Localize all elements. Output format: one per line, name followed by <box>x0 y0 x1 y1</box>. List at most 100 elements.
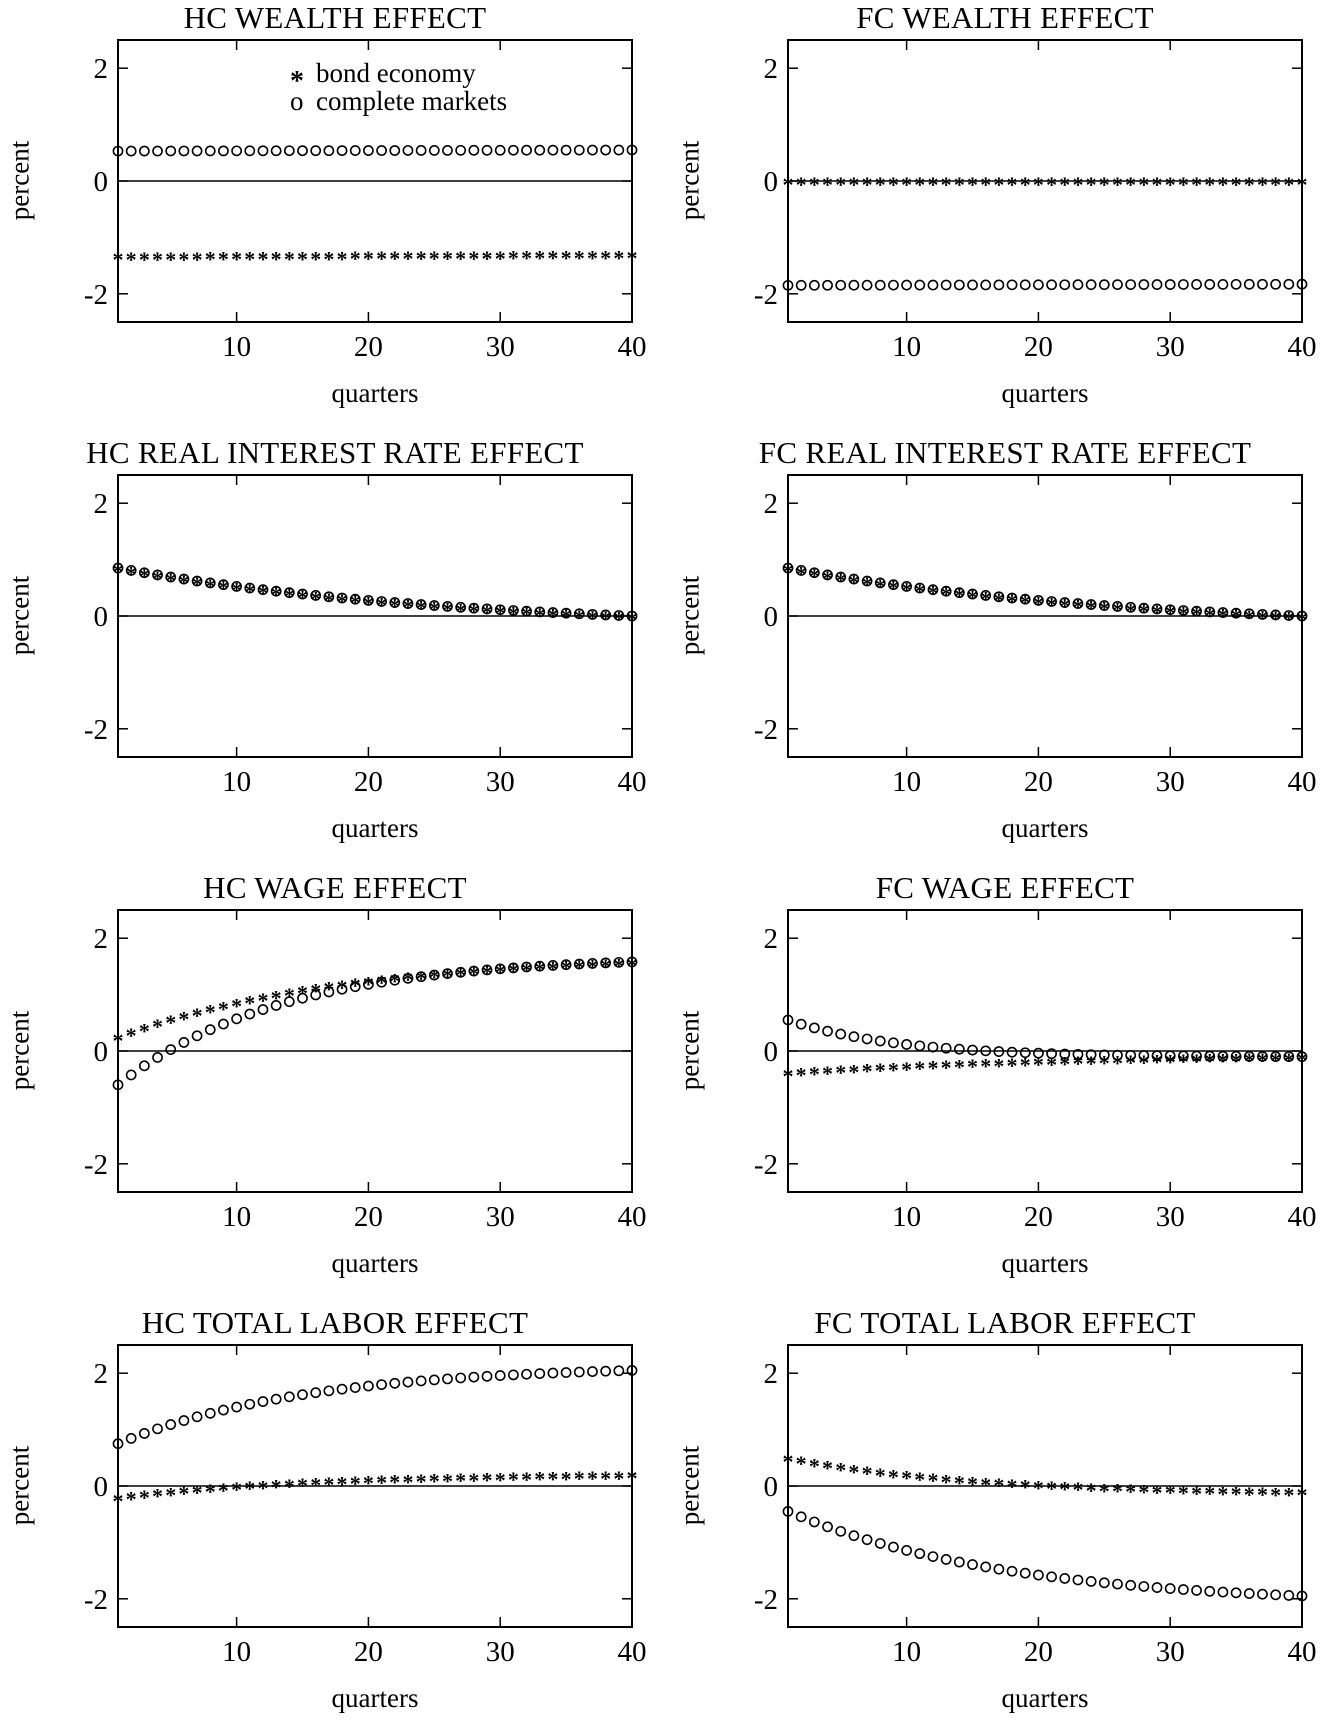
data-point-circle <box>165 1419 177 1430</box>
data-point-circle <box>1270 609 1282 621</box>
legend-label-complete: complete markets <box>316 86 507 116</box>
data-point-circle <box>349 593 361 605</box>
data-point-circle <box>336 145 348 157</box>
data-point-circle <box>888 1037 899 1049</box>
data-point-circle <box>993 591 1005 603</box>
data-point-star: * <box>1046 1052 1057 1077</box>
x-tick-label: 30 <box>1156 1201 1185 1233</box>
data-point-circle <box>1046 596 1057 607</box>
y-tick-label: 0 <box>94 1471 109 1503</box>
data-point-star: * <box>1020 1475 1031 1500</box>
data-point-circle <box>782 562 794 574</box>
data-point-circle <box>218 579 229 591</box>
data-point-star: * <box>1020 1053 1031 1078</box>
data-point-star: * <box>521 958 532 983</box>
legend: * bond economy o complete markets <box>290 58 507 116</box>
data-point-circle <box>244 582 256 594</box>
x-tick-label: 20 <box>1024 766 1053 798</box>
data-point-star: * <box>323 588 334 613</box>
chart-panel: HC WEALTH EFFECT percent quarters 10 20 30 40 2… <box>0 0 670 430</box>
data-point-circle <box>1112 1049 1123 1061</box>
data-point-star: * <box>1152 1480 1163 1505</box>
data-point-star: * <box>1072 1477 1083 1502</box>
data-point-circle <box>953 279 965 291</box>
data-point-star: * <box>967 172 978 197</box>
data-point-star: * <box>257 1475 268 1500</box>
data-point-circle <box>600 1365 612 1377</box>
data-point-circle <box>1191 1050 1202 1062</box>
data-point-circle <box>402 1376 414 1388</box>
y-tick-label: 0 <box>764 1036 779 1068</box>
data-point-star: * <box>323 977 334 1002</box>
data-point-circle <box>521 605 532 617</box>
data-point-circle <box>1257 608 1268 620</box>
data-point-circle <box>402 598 414 609</box>
data-point-star: * <box>547 1467 558 1492</box>
data-point-circle <box>927 1551 939 1563</box>
x-tick-label: 40 <box>1288 1201 1317 1233</box>
data-point-star: * <box>783 1063 794 1088</box>
data-point-circle <box>152 1423 163 1435</box>
data-point-star: * <box>244 1476 255 1501</box>
data-point-star: * <box>1297 172 1308 197</box>
data-point-circle <box>573 1366 585 1378</box>
data-point-star: * <box>165 1010 176 1035</box>
data-point-circle <box>323 145 335 157</box>
data-point-circle <box>178 573 190 585</box>
data-point-star: * <box>1086 172 1097 197</box>
data-point-circle <box>573 958 585 970</box>
data-point-star: * <box>402 595 413 620</box>
data-point-star: * <box>350 590 361 615</box>
data-point-star: * <box>482 960 493 985</box>
legend-marker-bond: * <box>290 66 304 97</box>
y-tick-label: -2 <box>84 1584 108 1616</box>
data-point-star: * <box>389 594 400 619</box>
data-point-star: * <box>561 246 572 271</box>
data-point-star: * <box>848 1459 859 1484</box>
y-tick-label: 0 <box>764 166 779 198</box>
data-point-circle <box>257 145 269 157</box>
data-point-circle <box>112 1079 124 1091</box>
data-point-star: * <box>192 247 203 272</box>
data-point-circle <box>1296 278 1308 290</box>
chart-title: FC WAGE EFFECT <box>875 870 1135 905</box>
data-point-star: * <box>178 247 189 272</box>
data-point-star: * <box>442 246 453 271</box>
data-point-star: * <box>126 247 137 272</box>
data-point-star: * <box>901 1466 912 1491</box>
data-point-circle <box>808 1022 820 1034</box>
legend-marker-complete: o <box>290 86 304 116</box>
data-point-circle <box>993 1046 1005 1057</box>
data-point-circle <box>848 1031 860 1043</box>
data-point-circle <box>808 279 820 291</box>
data-point-star: * <box>1125 598 1136 623</box>
chart-title: FC REAL INTEREST RATE EFFECT <box>758 435 1252 470</box>
series-complete-markets <box>112 562 638 622</box>
data-point-star: * <box>1059 1477 1070 1502</box>
data-point-star: * <box>205 247 216 272</box>
data-point-star: * <box>376 970 387 995</box>
data-point-circle <box>1243 1051 1255 1062</box>
data-point-star: * <box>875 1463 886 1488</box>
data-point-star: * <box>1165 601 1176 626</box>
data-point-circle <box>822 1521 833 1533</box>
data-point-star: * <box>442 1468 453 1493</box>
data-point-star: * <box>1270 606 1281 631</box>
data-point-circle <box>927 584 939 596</box>
data-point-circle <box>428 969 440 981</box>
data-point-circle <box>218 1018 229 1030</box>
data-point-circle <box>1085 1049 1097 1061</box>
data-point-star: * <box>835 1060 846 1085</box>
chart-panel: HC REAL INTEREST RATE EFFECT percent quart… <box>0 435 670 865</box>
data-point-star: * <box>1112 1050 1123 1075</box>
data-point-star: * <box>178 1006 189 1031</box>
data-point-circle <box>626 1364 638 1376</box>
data-point-star: * <box>442 597 453 622</box>
data-point-star: * <box>547 956 558 981</box>
data-point-star: * <box>954 1470 965 1495</box>
data-point-star: * <box>1244 605 1255 630</box>
data-point-star: * <box>1007 172 1018 197</box>
data-point-star: * <box>1165 1049 1176 1074</box>
data-point-circle <box>1019 279 1031 291</box>
data-point-circle <box>835 571 847 583</box>
